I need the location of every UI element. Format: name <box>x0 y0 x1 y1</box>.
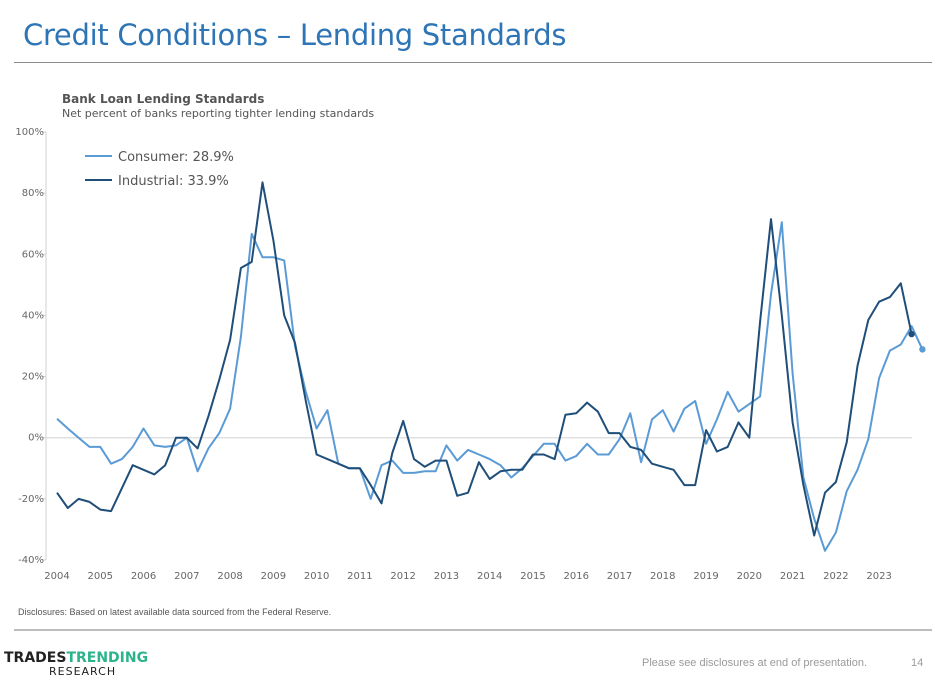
x-tick-label: 2022 <box>823 571 848 582</box>
x-tick-label: 2011 <box>347 571 372 582</box>
x-tick-label: 2014 <box>477 571 502 582</box>
y-tick-label: 0% <box>28 433 44 444</box>
x-tick-label: 2004 <box>44 571 69 582</box>
x-tick-label: 2012 <box>390 571 415 582</box>
x-tick-label: 2016 <box>564 571 589 582</box>
series-line-industrial <box>56 181 913 537</box>
x-tick-label: 2021 <box>780 571 805 582</box>
y-tick-label: -20% <box>18 494 44 505</box>
y-axis: 100% 80% 60% 40% 20% 0% -20% -40% <box>15 127 912 566</box>
x-tick-label: 2015 <box>520 571 545 582</box>
line-chart: 100%80%60%40%20%0%-20%-40% 2004 2005 2006 2… <box>15 127 926 582</box>
x-tick-label: 2006 <box>131 571 156 582</box>
y-tick-label: 60% <box>22 249 44 260</box>
chart-title: Bank Loan Lending Standards <box>62 92 265 106</box>
legend: Consumer: 28.9% Industrial: 33.9% <box>85 150 234 189</box>
y-tick-label: 40% <box>22 310 44 321</box>
x-tick-label: 2005 <box>88 571 113 582</box>
disclosure-text: Disclosures: Based on latest available d… <box>18 607 332 617</box>
series-end-marker-industrial <box>908 330 915 338</box>
logo-word-trades: TRADES <box>4 650 67 666</box>
company-logo: TRADESTRENDING RESEARCH <box>4 651 148 677</box>
x-tick-label: 2023 <box>866 571 891 582</box>
x-tick-label: 2009 <box>261 571 286 582</box>
x-tick-label: 2007 <box>174 571 199 582</box>
x-tick-label: 2008 <box>217 571 242 582</box>
logo-word-trending: TRENDING <box>66 650 149 666</box>
page-number: 14 <box>911 657 924 669</box>
x-tick-label: 2020 <box>737 571 762 582</box>
series-end-marker-consumer <box>919 346 926 353</box>
y-tick-label: 20% <box>22 372 44 383</box>
y-tick-label: 80% <box>22 188 44 199</box>
x-tick-label: 2019 <box>693 571 718 582</box>
x-tick-label: 2013 <box>434 571 459 582</box>
footer-disclosure-note: Please see disclosures at end of present… <box>642 657 868 669</box>
series-layer <box>56 181 926 552</box>
page-title: Credit Conditions – Lending Standards <box>23 18 567 52</box>
x-tick-label: 2017 <box>607 571 632 582</box>
y-tick-label: 100% <box>15 127 44 138</box>
title-divider <box>14 62 932 63</box>
legend-label-consumer: Consumer: 28.9% <box>118 150 234 165</box>
x-tick-label: 2010 <box>304 571 329 582</box>
x-tick-label: 2018 <box>650 571 675 582</box>
logo-word-research: RESEARCH <box>49 665 117 678</box>
y-tick-label: -40% <box>18 555 44 566</box>
x-axis: 2004 2005 2006 2007 2008 2009 2010 2011 2012 2013… <box>44 571 892 582</box>
series-line-consumer <box>56 221 924 552</box>
legend-label-industrial: Industrial: 33.9% <box>118 174 229 189</box>
footer-divider <box>14 629 932 631</box>
chart-subtitle: Net percent of banks reporting tighter l… <box>62 107 375 120</box>
